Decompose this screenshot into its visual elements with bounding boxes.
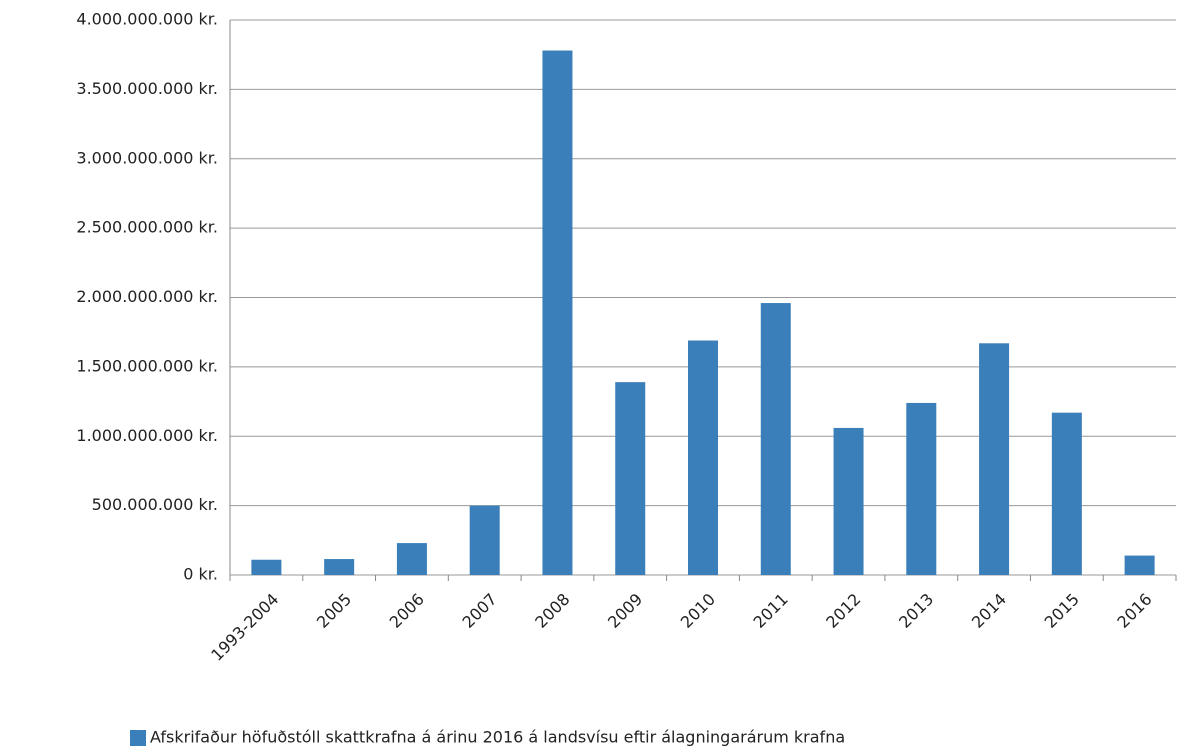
x-tick-label: 2013	[895, 590, 937, 632]
bar	[833, 427, 864, 575]
x-tick-label: 2006	[386, 590, 428, 632]
y-tick-label: 4.000.000.000 kr.	[76, 10, 218, 29]
y-tick-label: 500.000.000 kr.	[92, 495, 218, 514]
bar	[979, 343, 1010, 575]
bar	[688, 340, 718, 575]
x-tick-label: 2014	[968, 590, 1010, 632]
bar	[760, 303, 791, 575]
x-tick-label: 2009	[604, 590, 646, 632]
y-tick-label: 2.500.000.000 kr.	[76, 218, 218, 237]
bar	[1124, 555, 1155, 575]
bar	[542, 50, 573, 575]
bar	[324, 559, 355, 575]
x-tick-label: 2010	[677, 590, 719, 632]
y-tick-label: 0 kr.	[183, 565, 218, 584]
x-tick-label: 2016	[1113, 590, 1155, 632]
x-tick-label: 2008	[531, 590, 573, 632]
bar	[1051, 412, 1082, 575]
y-tick-label: 1.500.000.000 kr.	[76, 356, 218, 375]
x-tick-label: 2005	[313, 590, 355, 632]
bar	[906, 402, 937, 575]
legend-swatch	[130, 730, 146, 746]
y-tick-label: 1.000.000.000 kr.	[76, 426, 218, 445]
bar	[251, 559, 282, 575]
legend-label: Afskrifaður höfuðstóll skattkrafna á ári…	[150, 728, 845, 747]
y-tick-label: 3.000.000.000 kr.	[76, 148, 218, 167]
bar	[396, 543, 427, 575]
y-tick-label: 3.500.000.000 kr.	[76, 79, 218, 98]
bar	[615, 382, 646, 575]
bar	[469, 505, 500, 575]
x-tick-label: 2011	[750, 590, 792, 632]
x-tick-label: 2015	[1041, 590, 1083, 632]
x-tick-label: 2012	[822, 590, 864, 632]
x-tick-label: 1993-2004	[207, 590, 282, 665]
y-tick-label: 2.000.000.000 kr.	[76, 287, 218, 306]
x-tick-label: 2007	[458, 590, 500, 632]
